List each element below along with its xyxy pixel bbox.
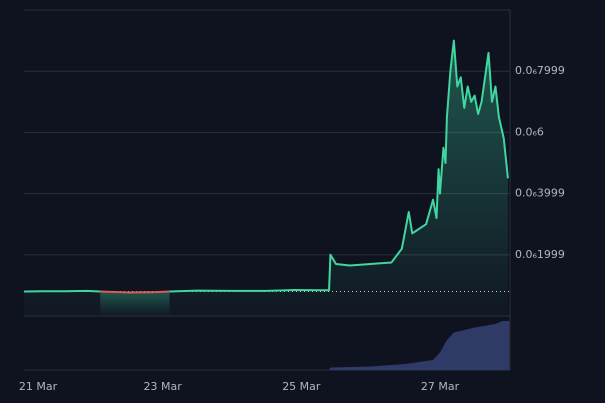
volume-area <box>329 321 510 370</box>
x-tick-label: 27 Mar <box>421 380 460 393</box>
area-fill <box>100 291 170 316</box>
x-tick-label: 23 Mar <box>144 380 183 393</box>
y-tick-label: 0.0₆6 <box>515 125 544 138</box>
price-line-series <box>23 39 509 293</box>
y-tick-label: 0.0₆3999 <box>515 187 565 200</box>
x-tick-label: 25 Mar <box>282 380 321 393</box>
y-tick-label: 0.0₆1999 <box>515 248 565 261</box>
area-fill <box>24 40 508 316</box>
x-tick-label: 21 Mar <box>19 380 58 393</box>
price-line-series <box>100 290 170 294</box>
y-tick-label: 0.0₆7999 <box>515 64 565 77</box>
